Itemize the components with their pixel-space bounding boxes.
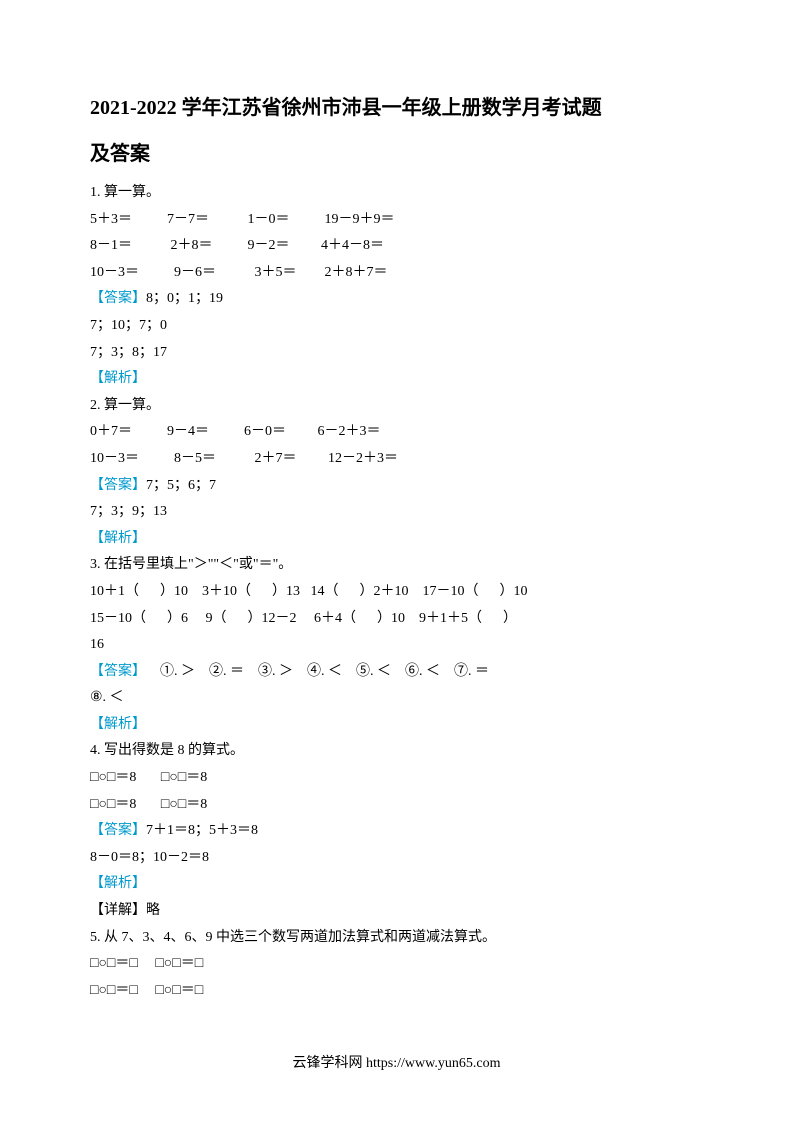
q2-answer2: 7；3；9；13 — [90, 499, 703, 526]
q4-answer2: 8－0＝8；10－2＝8 — [90, 845, 703, 872]
q2-answer-line1: 【答案】7；5；6；7 — [90, 473, 703, 500]
q1-row3: 10－3＝ 9－6＝ 3＋5＝ 2＋8＋7＝ — [90, 260, 703, 287]
q5-row1: □○□＝□ □○□＝□ — [90, 951, 703, 978]
q3-row3: 16 — [90, 632, 703, 659]
q3-row2: 15－10（ ）6 9（ ）12－2 6＋4（ ）10 9＋1＋5（ ） — [90, 606, 703, 633]
q2-analysis: 【解析】 — [90, 526, 703, 553]
page-footer: 云锋学科网 https://www.yun65.com — [0, 1052, 793, 1072]
q2-heading: 2. 算一算。 — [90, 393, 703, 420]
q1-row2: 8－1＝ 2＋8＝ 9－2＝ 4＋4－8＝ — [90, 233, 703, 260]
q4-answer-line1: 【答案】7＋1＝8；5＋3＝8 — [90, 818, 703, 845]
q5-row2: □○□＝□ □○□＝□ — [90, 978, 703, 1005]
q1-analysis: 【解析】 — [90, 366, 703, 393]
detail-label: 【详解】 — [90, 903, 146, 918]
answer-label: 【答案】 — [90, 823, 146, 838]
q3-analysis: 【解析】 — [90, 712, 703, 739]
q4-row2: □○□＝8 □○□＝8 — [90, 792, 703, 819]
q5-heading: 5. 从 7、3、4、6、9 中选三个数写两道加法算式和两道减法算式。 — [90, 925, 703, 952]
q3-answer2: ⑧. ＜ — [90, 685, 703, 712]
q2-row2: 10－3＝ 8－5＝ 2＋7＝ 12－2＋3＝ — [90, 446, 703, 473]
q3-row1: 10＋1（ ）10 3＋10（ ）13 14（ ）2＋10 17－10（ ）10 — [90, 579, 703, 606]
answer-label: 【答案】 — [90, 664, 146, 679]
answer-label: 【答案】 — [90, 478, 146, 493]
q3-answer1: ①. ＞ ②. ＝ ③. ＞ ④. ＜ ⑤. ＜ ⑥. ＜ ⑦. ＝ — [146, 664, 503, 679]
q1-answer2: 7；10；7；0 — [90, 313, 703, 340]
q4-analysis: 【解析】 — [90, 871, 703, 898]
q1-answer1: 8；0；1；19 — [146, 291, 223, 306]
q1-row1: 5＋3＝ 7－7＝ 1－0＝ 19－9＋9＝ — [90, 207, 703, 234]
q1-heading: 1. 算一算。 — [90, 180, 703, 207]
q2-answer1: 7；5；6；7 — [146, 478, 216, 493]
document-title: 2021-2022 学年江苏省徐州市沛县一年级上册数学月考试题 — [90, 90, 703, 126]
q1-answer3: 7；3；8；17 — [90, 340, 703, 367]
q4-detail: 略 — [146, 903, 160, 918]
q2-row1: 0＋7＝ 9－4＝ 6－0＝ 6－2＋3＝ — [90, 419, 703, 446]
q4-row1: □○□＝8 □○□＝8 — [90, 765, 703, 792]
q1-answer-line1: 【答案】8；0；1；19 — [90, 286, 703, 313]
q3-answer-line1: 【答案】 ①. ＞ ②. ＝ ③. ＞ ④. ＜ ⑤. ＜ ⑥. ＜ ⑦. ＝ — [90, 659, 703, 686]
q3-heading: 3. 在括号里填上"＞""＜"或"＝"。 — [90, 552, 703, 579]
q4-answer1: 7＋1＝8；5＋3＝8 — [146, 823, 258, 838]
answer-label: 【答案】 — [90, 291, 146, 306]
q4-detail-line: 【详解】略 — [90, 898, 703, 925]
q4-heading: 4. 写出得数是 8 的算式。 — [90, 738, 703, 765]
document-subtitle: 及答案 — [90, 136, 703, 172]
